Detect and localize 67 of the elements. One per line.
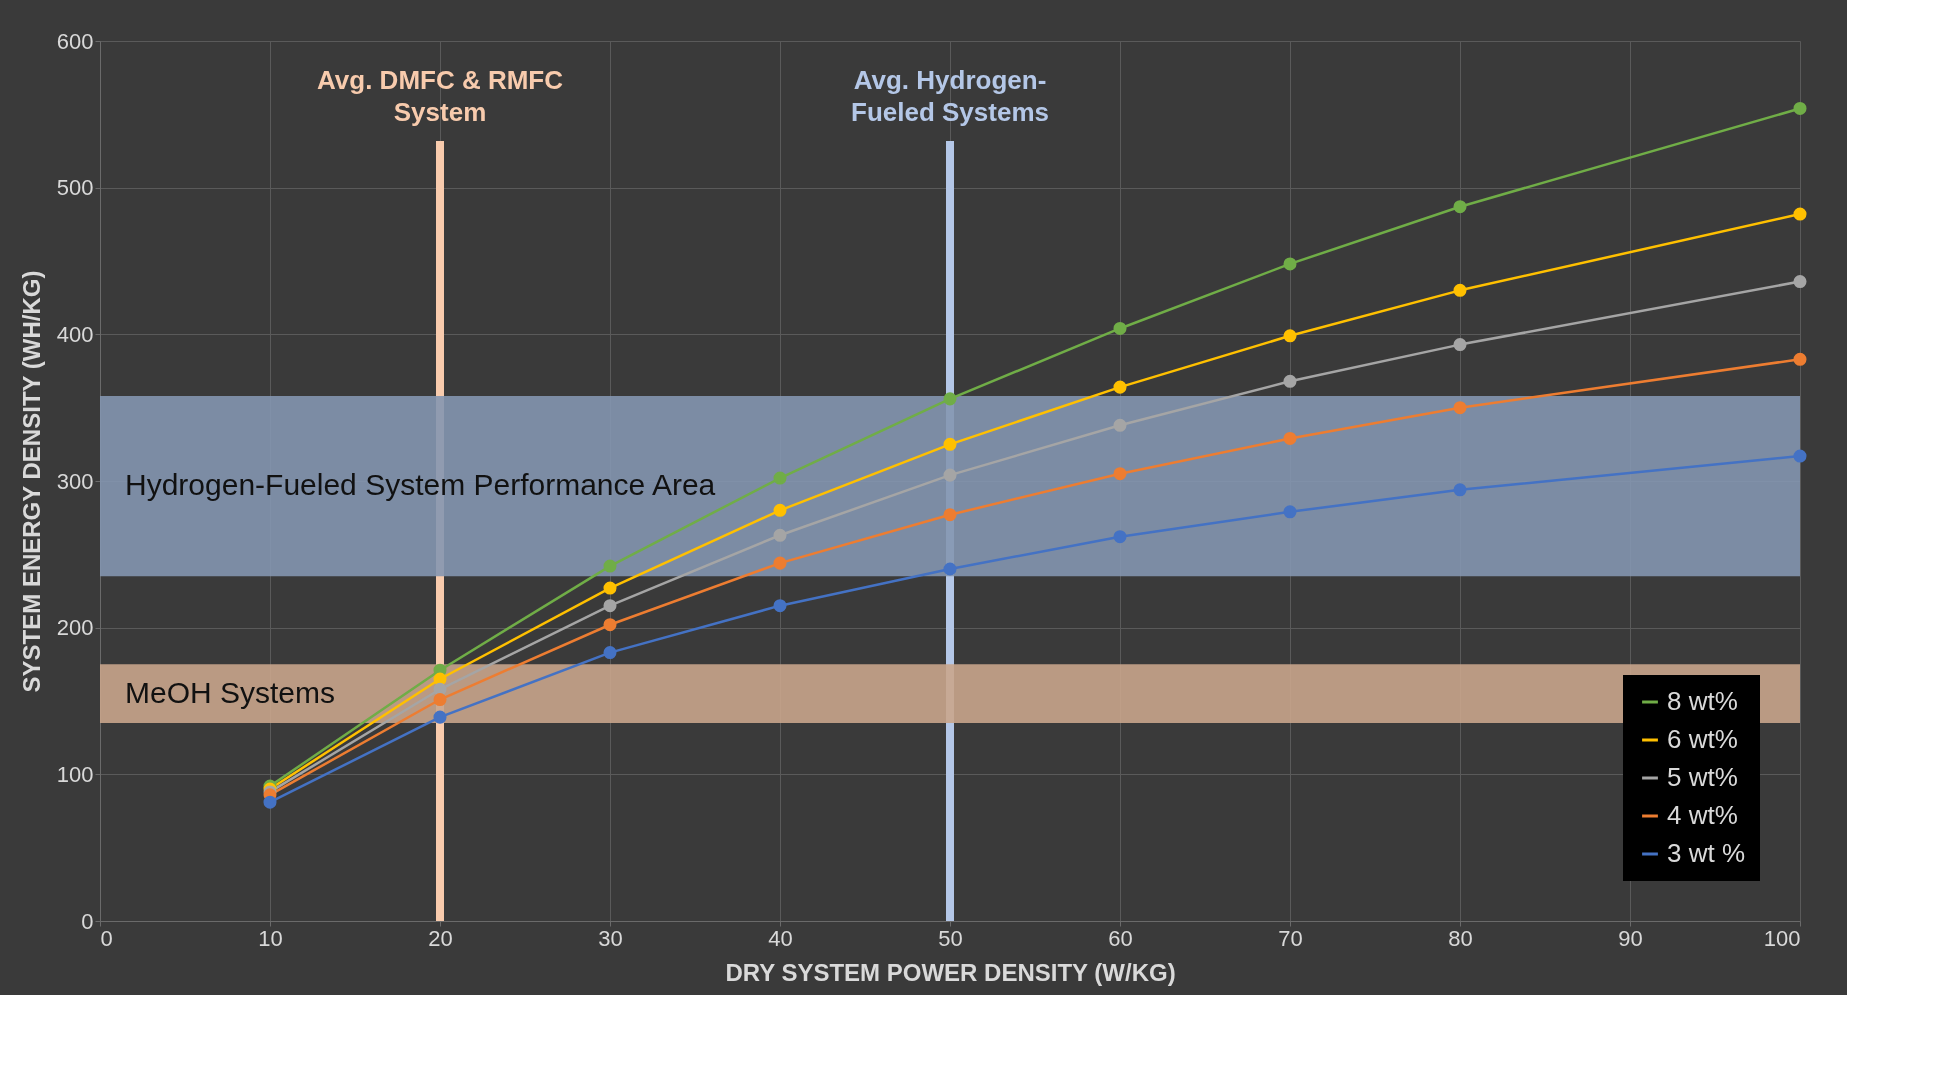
legend-label: 8 wt% [1667,686,1738,716]
legend-label: 5 wt% [1667,762,1738,792]
y-tick-label: 100 [56,761,94,787]
point [943,562,957,576]
point [1793,207,1807,221]
point [1113,380,1127,394]
point [773,528,787,542]
x-axis-title: DRY SYSTEM POWER DENSITY (W/KG) [725,958,1176,986]
point [943,437,957,451]
point [1453,401,1467,415]
point [1283,257,1297,271]
point [603,646,617,660]
ref-line-label: Avg. Hydrogen-Fueled Systems [851,65,1049,127]
point [1453,200,1467,214]
point [773,503,787,517]
x-tick-label: 10 [258,925,283,951]
x-tick-label: 90 [1618,925,1643,951]
point [1453,283,1467,297]
point [603,599,617,613]
point [433,710,447,724]
point [433,693,447,707]
y-tick-label: 400 [56,321,94,347]
point [1283,431,1297,445]
point [1793,449,1807,463]
x-tick-label: 70 [1278,925,1303,951]
x-tick-label: 50 [938,925,963,951]
x-tick-label: 80 [1448,925,1473,951]
band-label: Hydrogen-Fueled System Performance Area [125,468,716,502]
point [1453,338,1467,352]
x-tick-label: 20 [428,925,453,951]
point [1283,374,1297,388]
ref-line-label: Avg. DMFC & RMFC System [316,65,564,127]
point [1113,530,1127,544]
point [773,471,787,485]
point [1793,101,1807,115]
point [943,508,957,522]
point [1283,329,1297,343]
point [1113,321,1127,335]
point [1793,275,1807,289]
x-tick-label: 0 [100,925,113,951]
point [943,392,957,406]
point [1113,418,1127,432]
y-tick-label: 600 [56,28,94,54]
point [1113,467,1127,481]
x-tick-label: 60 [1108,925,1133,951]
x-tick-label: 100 [1763,925,1801,951]
point [263,795,277,809]
point [773,599,787,613]
point [603,559,617,573]
y-tick-label: 200 [56,615,94,641]
point [603,618,617,632]
legend-label: 6 wt% [1667,724,1738,754]
y-tick-label: 500 [56,175,94,201]
point [943,468,957,482]
point [1453,483,1467,497]
point [1283,505,1297,519]
y-tick-label: 0 [81,908,94,934]
legend-label: 4 wt% [1667,800,1738,830]
y-tick-label: 300 [56,468,94,494]
y-axis-title: SYSTEM ENERGY DENSITY (WH/KG) [17,270,45,693]
x-tick-label: 40 [768,925,793,951]
point [773,556,787,570]
x-tick-label: 30 [598,925,623,951]
band-label: MeOH Systems [125,675,336,709]
point [603,581,617,595]
legend-label: 3 wt % [1667,838,1746,868]
point [1793,352,1807,366]
